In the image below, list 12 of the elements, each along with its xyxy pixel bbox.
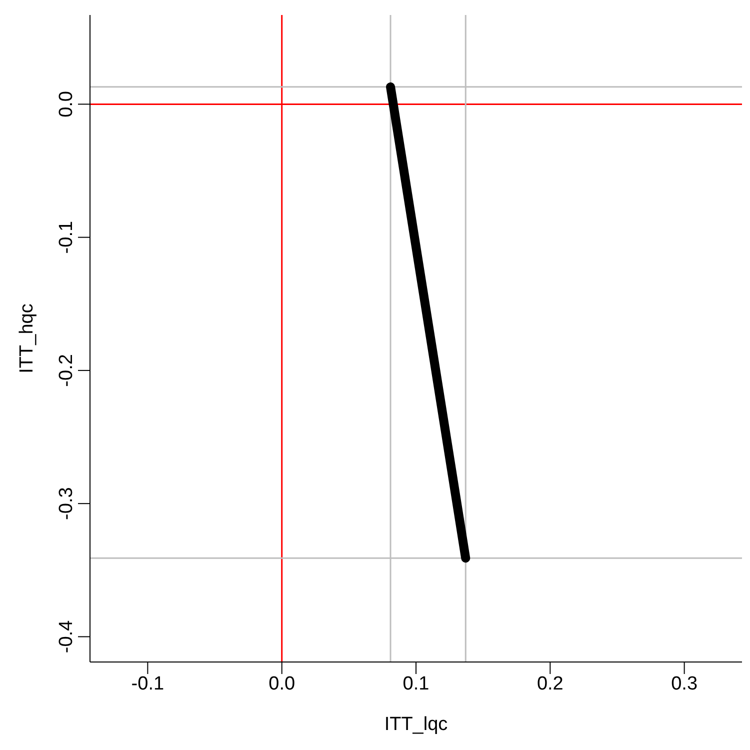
x-tick-label: -0.1	[131, 673, 164, 694]
x-tick-label: 0.2	[536, 673, 564, 694]
x-tick-label: 0.1	[402, 673, 430, 694]
x-tick-label: 0.0	[268, 673, 296, 694]
x-tick-label: 0.3	[671, 673, 698, 694]
y-tick-label: -0.1	[56, 220, 77, 254]
y-axis-title: ITT_hqc	[16, 304, 38, 374]
y-tick-label: -0.3	[56, 487, 77, 520]
y-tick-label: -0.2	[56, 354, 77, 387]
y-tick-label: 0.0	[56, 90, 77, 118]
y-tick-label: -0.4	[56, 620, 77, 654]
x-axis-title: ITT_lqc	[384, 714, 448, 735]
